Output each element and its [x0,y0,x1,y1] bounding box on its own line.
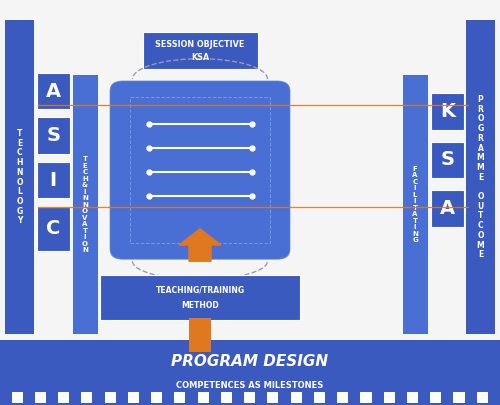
FancyBboxPatch shape [72,75,98,334]
FancyBboxPatch shape [454,392,464,403]
Text: SESSION OBJECTIVE: SESSION OBJECTIVE [156,40,244,49]
FancyBboxPatch shape [198,392,208,403]
Text: A: A [46,82,61,100]
FancyBboxPatch shape [314,392,325,403]
FancyBboxPatch shape [82,392,92,403]
FancyBboxPatch shape [431,93,464,130]
FancyBboxPatch shape [5,20,34,334]
Text: F
A
C
I
L
I
T
A
T
I
N
G: F A C I L I T A T I N G [412,166,418,243]
FancyBboxPatch shape [110,81,290,259]
FancyBboxPatch shape [128,392,139,403]
FancyBboxPatch shape [12,392,22,403]
Text: S: S [440,151,454,169]
Text: COMPETENCES AS MILESTONES: COMPETENCES AS MILESTONES [176,381,324,390]
FancyBboxPatch shape [100,275,300,320]
Polygon shape [179,229,221,261]
FancyBboxPatch shape [189,318,211,352]
FancyBboxPatch shape [37,162,70,198]
FancyBboxPatch shape [430,392,442,403]
Bar [130,97,270,243]
FancyBboxPatch shape [221,392,232,403]
FancyBboxPatch shape [360,392,372,403]
Text: A: A [440,199,455,218]
Text: PROGRAM DESIGN: PROGRAM DESIGN [172,354,328,369]
FancyBboxPatch shape [244,392,255,403]
Text: P
R
O
G
R
A
M
M
E
 
O
U
T
C
O
M
E: P R O G R A M M E O U T C O M E [476,95,484,259]
Text: I: I [50,171,57,190]
FancyBboxPatch shape [431,142,464,178]
FancyBboxPatch shape [142,32,258,69]
FancyBboxPatch shape [476,392,488,403]
FancyBboxPatch shape [35,392,46,403]
FancyBboxPatch shape [174,392,186,403]
FancyBboxPatch shape [466,20,495,334]
FancyBboxPatch shape [337,392,348,403]
FancyBboxPatch shape [290,392,302,403]
FancyBboxPatch shape [151,392,162,403]
FancyBboxPatch shape [431,190,464,227]
FancyBboxPatch shape [37,73,70,109]
FancyBboxPatch shape [37,207,70,251]
FancyBboxPatch shape [37,117,70,154]
Text: TEACHING/TRAINING: TEACHING/TRAINING [156,286,244,295]
FancyBboxPatch shape [384,392,395,403]
FancyBboxPatch shape [402,75,427,334]
FancyBboxPatch shape [104,392,116,403]
Text: C: C [46,220,60,238]
FancyBboxPatch shape [58,392,69,403]
Text: T
E
C
H
N
O
L
O
G
Y: T E C H N O L O G Y [16,129,23,225]
Text: KSA: KSA [191,53,209,62]
Text: T
E
C
H
&
I
N
N
O
V
A
T
I
O
N: T E C H & I N N O V A T I O N [82,156,88,253]
FancyBboxPatch shape [0,340,500,405]
Text: S: S [46,126,60,145]
FancyBboxPatch shape [268,392,278,403]
Text: K: K [440,102,455,121]
FancyBboxPatch shape [407,392,418,403]
Text: METHOD: METHOD [181,301,219,310]
